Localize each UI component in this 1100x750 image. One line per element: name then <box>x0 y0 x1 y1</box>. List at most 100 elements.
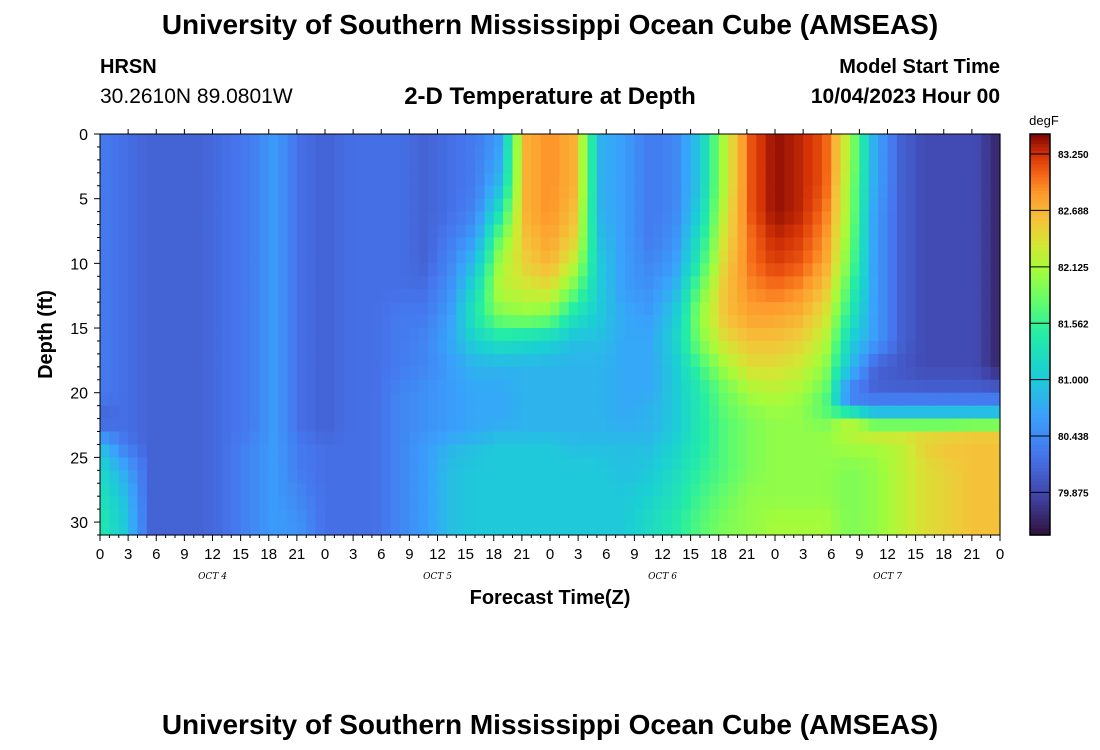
heatmap-cell <box>831 483 842 497</box>
heatmap-cell <box>128 366 139 381</box>
heatmap-cell <box>193 353 204 368</box>
heatmap-cell <box>606 366 617 381</box>
heatmap-cell <box>700 211 710 226</box>
heatmap-cell <box>625 237 635 252</box>
heatmap-cell <box>906 457 917 471</box>
heatmap-cell <box>475 366 485 381</box>
heatmap-cell <box>287 496 298 510</box>
heatmap-cell <box>428 483 439 497</box>
heatmap-cell <box>784 172 795 187</box>
heatmap-cell <box>503 328 514 342</box>
heatmap-cell <box>971 496 982 510</box>
heatmap-cell <box>681 159 692 174</box>
heatmap-cell <box>634 224 645 239</box>
heatmap-cell <box>512 522 523 536</box>
heatmap-cell <box>634 185 645 200</box>
heatmap-cell <box>334 431 345 446</box>
heatmap-cell <box>475 457 485 471</box>
heatmap-cell <box>606 392 617 407</box>
heatmap-cell <box>484 211 495 226</box>
heatmap-cell <box>100 405 110 420</box>
heatmap-cell <box>118 302 129 316</box>
heatmap-cell <box>203 340 214 355</box>
heatmap-cell <box>109 224 120 239</box>
colorbar-tick-label: 83.250 <box>1058 150 1089 161</box>
heatmap-cell <box>390 289 401 303</box>
heatmap-cell <box>465 509 476 523</box>
heatmap-cell <box>859 315 870 329</box>
heatmap-cell <box>184 353 195 368</box>
heatmap-cell <box>353 379 364 394</box>
heatmap-cell <box>625 263 635 277</box>
heatmap-cell <box>231 366 242 381</box>
heatmap-cell <box>521 172 532 187</box>
heatmap-cell <box>925 431 935 446</box>
heatmap-cell <box>418 483 429 497</box>
heatmap-cell <box>653 522 664 536</box>
heatmap-cell <box>446 146 457 161</box>
heatmap-cell <box>203 289 214 303</box>
heatmap-cell <box>175 392 185 407</box>
heatmap-cell <box>971 315 982 329</box>
heatmap-cell <box>887 276 898 290</box>
colorbar-segment <box>1030 204 1050 209</box>
heatmap-cell <box>165 315 176 329</box>
heatmap-cell <box>212 328 223 342</box>
heatmap-cell <box>568 496 579 510</box>
heatmap-cell <box>840 509 851 523</box>
heatmap-cell <box>137 496 148 510</box>
heatmap-cell <box>915 185 926 200</box>
x-tick-label: 18 <box>710 546 727 563</box>
x-tick-label: 0 <box>321 546 329 563</box>
heatmap-cell <box>615 340 626 355</box>
heatmap-cell <box>231 159 242 174</box>
heatmap-cell <box>362 366 373 381</box>
heatmap-cell <box>296 353 307 368</box>
heatmap-cell <box>165 263 176 277</box>
heatmap-cell <box>146 211 157 226</box>
heatmap-cell <box>962 224 973 239</box>
heatmap-cell <box>165 185 176 200</box>
colorbar-segment <box>1030 160 1050 165</box>
heatmap-cell <box>109 431 120 446</box>
heatmap-cell <box>737 379 748 394</box>
heatmap-cell <box>662 405 673 420</box>
heatmap-cell <box>184 159 195 174</box>
heatmap-cell <box>184 289 195 303</box>
heatmap-cell <box>606 483 617 497</box>
heatmap-cell <box>428 250 439 264</box>
colorbar-segment <box>1030 197 1050 202</box>
heatmap-cell <box>184 211 195 226</box>
heatmap-cell <box>371 315 382 329</box>
heatmap-cell <box>981 159 992 174</box>
heatmap-cell <box>812 159 823 174</box>
heatmap-cell <box>296 405 307 420</box>
heatmap-cell <box>484 159 495 174</box>
heatmap-cell <box>737 366 748 381</box>
heatmap-cell <box>325 457 335 471</box>
heatmap-cell <box>437 366 448 381</box>
heatmap-cell <box>278 522 289 536</box>
heatmap-cell <box>137 366 148 381</box>
heatmap-cell <box>728 211 739 226</box>
heatmap-cell <box>503 366 514 381</box>
heatmap-cell <box>193 198 204 213</box>
heatmap-cell <box>296 250 307 264</box>
heatmap-cell <box>240 509 251 523</box>
heatmap-cell <box>437 340 448 355</box>
heatmap-cell <box>193 405 204 420</box>
heatmap-cell <box>428 509 439 523</box>
heatmap-cell <box>953 431 964 446</box>
x-tick-label: 9 <box>630 546 638 563</box>
heatmap-cell <box>606 418 617 433</box>
heatmap-cell <box>671 483 682 497</box>
heatmap-cell <box>821 328 832 342</box>
heatmap-cell <box>971 263 982 277</box>
heatmap-cell <box>690 315 701 329</box>
heatmap-cell <box>521 146 532 161</box>
heatmap-cell <box>521 496 532 510</box>
x-tick-label: 15 <box>457 546 474 563</box>
heatmap-cell <box>428 470 439 484</box>
heatmap-cell <box>221 237 232 252</box>
x-tick-label: 3 <box>349 546 357 563</box>
